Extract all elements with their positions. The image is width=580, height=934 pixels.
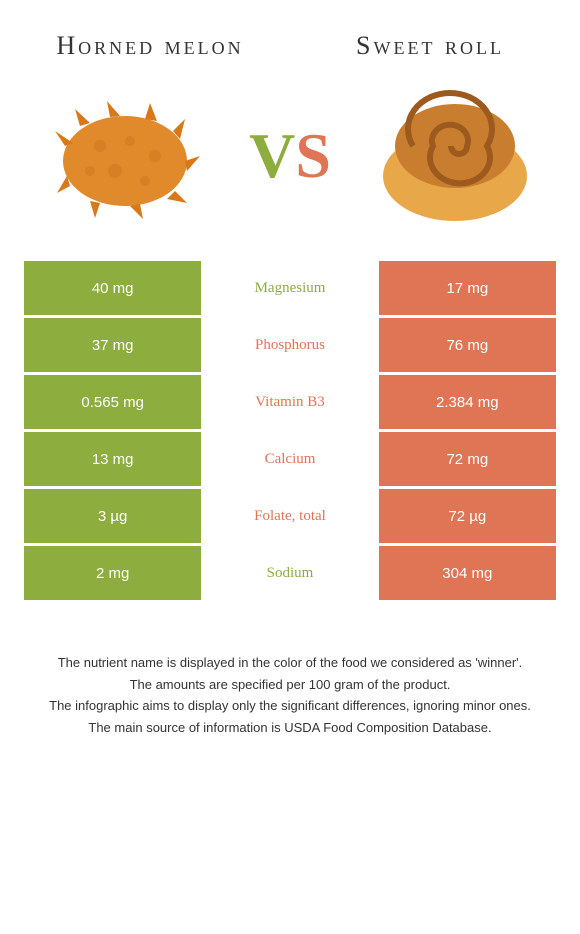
footer-line-3: The infographic aims to display only the… <box>20 696 560 716</box>
vs-label: VS <box>249 119 331 193</box>
left-food-title: Horned melon <box>50 30 250 61</box>
right-value: 72 mg <box>379 432 556 486</box>
horned-melon-image <box>40 81 210 231</box>
table-row: 3 µgFolate, total72 µg <box>24 489 556 543</box>
right-value: 17 mg <box>379 261 556 315</box>
footer-line-4: The main source of information is USDA F… <box>20 718 560 738</box>
left-value: 3 µg <box>24 489 201 543</box>
sweet-roll-image <box>370 81 540 231</box>
table-row: 2 mgSodium304 mg <box>24 546 556 600</box>
nutrient-label: Magnesium <box>201 261 378 315</box>
table-row: 0.565 mgVitamin B32.384 mg <box>24 375 556 429</box>
footer-line-2: The amounts are specified per 100 gram o… <box>20 675 560 695</box>
nutrient-label: Sodium <box>201 546 378 600</box>
vs-v: V <box>249 119 295 193</box>
table-row: 37 mgPhosphorus76 mg <box>24 318 556 372</box>
left-value: 2 mg <box>24 546 201 600</box>
right-value: 304 mg <box>379 546 556 600</box>
left-value: 37 mg <box>24 318 201 372</box>
nutrient-label: Calcium <box>201 432 378 486</box>
right-value: 76 mg <box>379 318 556 372</box>
footer-line-1: The nutrient name is displayed in the co… <box>20 653 560 673</box>
nutrient-label: Phosphorus <box>201 318 378 372</box>
table-row: 13 mgCalcium72 mg <box>24 432 556 486</box>
right-value: 2.384 mg <box>379 375 556 429</box>
header: Horned melon Sweet roll <box>0 0 580 71</box>
table-row: 40 mgMagnesium17 mg <box>24 261 556 315</box>
nutrient-label: Folate, total <box>201 489 378 543</box>
right-value: 72 µg <box>379 489 556 543</box>
vs-s: S <box>295 119 331 193</box>
left-value: 13 mg <box>24 432 201 486</box>
left-value: 40 mg <box>24 261 201 315</box>
footer-notes: The nutrient name is displayed in the co… <box>0 603 580 759</box>
left-value: 0.565 mg <box>24 375 201 429</box>
nutrient-label: Vitamin B3 <box>201 375 378 429</box>
images-row: VS <box>0 71 580 261</box>
nutrient-table: 40 mgMagnesium17 mg37 mgPhosphorus76 mg0… <box>24 261 556 600</box>
right-food-title: Sweet roll <box>330 31 530 61</box>
